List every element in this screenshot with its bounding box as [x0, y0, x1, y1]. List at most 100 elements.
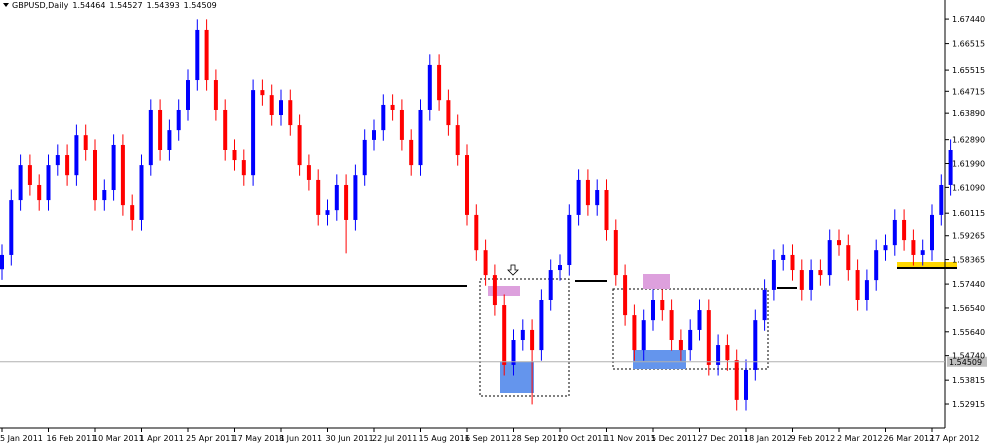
y-tick-label: 1.52915: [952, 400, 985, 409]
x-tick-label: 26 Mar 2012: [884, 434, 935, 443]
price-label: 1.54509: [949, 358, 982, 367]
x-tick-label: 22 Jul 2011: [372, 434, 417, 443]
quote-high: 1.54527: [109, 1, 142, 10]
candle-body: [139, 165, 144, 220]
candle-body: [539, 299, 544, 351]
y-tick-label: 1.61090: [952, 183, 985, 192]
y-tick-label: 1.55640: [952, 328, 985, 337]
candle-body: [771, 259, 776, 290]
candle-body: [37, 184, 42, 201]
candle-body: [306, 165, 311, 180]
range-box: [612, 288, 769, 370]
candle-body: [613, 230, 618, 276]
candle-body: [585, 179, 590, 206]
candle-body: [18, 165, 23, 201]
candle-body: [492, 275, 497, 306]
candle-body: [576, 179, 581, 215]
candle-body: [781, 254, 786, 260]
candle-body: [511, 340, 516, 365]
candle-body: [623, 275, 628, 316]
arrow: [507, 264, 519, 276]
range-box: [479, 278, 570, 397]
y-tick-label: 1.60115: [952, 209, 985, 218]
candle-body: [920, 250, 925, 255]
quote-close: 1.54509: [184, 1, 217, 10]
candle-body: [316, 179, 321, 215]
candle-body: [837, 240, 841, 246]
candle-body: [204, 29, 209, 81]
y-tick-label: 1.62890: [952, 136, 985, 145]
x-tick-label: 10 Mar 2011: [93, 434, 144, 443]
x-tick-label: 17 Apr 2012: [930, 434, 979, 443]
menu-icon[interactable]: [3, 3, 9, 7]
candle-body: [688, 329, 693, 351]
candle-body: [167, 130, 172, 150]
candle-body: [548, 270, 553, 300]
zone: [897, 262, 957, 268]
candle-body: [353, 175, 358, 220]
candle-body: [325, 210, 330, 215]
candle-body: [427, 64, 432, 110]
y-tick-label: 1.59265: [952, 232, 985, 241]
candle-body: [399, 109, 404, 140]
candle-body: [279, 100, 283, 116]
candle-body: [911, 240, 916, 255]
candle-body: [390, 104, 395, 110]
y-tick-label: 1.65515: [952, 66, 985, 75]
candle-body: [930, 214, 934, 251]
candle-body: [744, 369, 748, 400]
candle-body: [148, 109, 153, 166]
y-tick-label: 1.53815: [952, 376, 985, 385]
candle-body: [232, 149, 237, 161]
x-tick-label: 25 Apr 2011: [186, 434, 235, 443]
x-tick-label: 27 Dec 2011: [698, 434, 749, 443]
x-tick-label: 20 Oct 2011: [558, 434, 607, 443]
x-tick-label: 18 Jan 2012: [744, 434, 792, 443]
candle-body: [660, 299, 665, 311]
candle-body: [892, 219, 897, 246]
candle-body: [669, 310, 674, 341]
candle-body: [455, 125, 460, 156]
y-tick-label: 1.63890: [952, 109, 985, 118]
x-tick-label: 2 Mar 2012: [837, 434, 883, 443]
candle-body: [595, 190, 600, 206]
candle-body: [799, 270, 804, 290]
candle-body: [632, 315, 637, 351]
candle-body: [716, 345, 721, 365]
candle-body: [827, 240, 832, 276]
y-tick-label: 1.54740: [952, 352, 985, 361]
candle-body: [762, 289, 767, 321]
plot: [0, 19, 953, 411]
candle-body: [251, 90, 256, 176]
candle-body: [697, 310, 702, 330]
candle-body: [9, 200, 14, 255]
candle-body: [288, 100, 293, 126]
candle-body: [874, 250, 879, 281]
candle-body: [27, 165, 32, 185]
quote-open: 1.54464: [72, 1, 105, 10]
candle-body: [260, 90, 265, 96]
candle-body: [120, 144, 125, 206]
zone: [643, 274, 670, 289]
candle-body: [213, 80, 218, 110]
candle-body: [223, 109, 228, 150]
x-tick-label: 5 Jan 2011: [0, 434, 43, 443]
candle-body: [790, 254, 795, 271]
candle-body: [883, 245, 888, 251]
candle-body: [846, 245, 851, 271]
candle-body: [46, 165, 51, 201]
y-tick-label: 1.56540: [952, 304, 985, 313]
candle-body: [186, 80, 190, 110]
candle-body: [381, 104, 386, 131]
price-label-box: [947, 356, 987, 367]
candle-body: [409, 139, 414, 166]
x-tick-label: 9 Feb 2012: [791, 434, 836, 443]
candle-body: [530, 329, 535, 351]
zone: [633, 350, 686, 369]
candle-body: [939, 184, 944, 215]
candle-body: [195, 29, 200, 81]
candle-body: [111, 144, 116, 191]
candle-body: [641, 320, 646, 351]
